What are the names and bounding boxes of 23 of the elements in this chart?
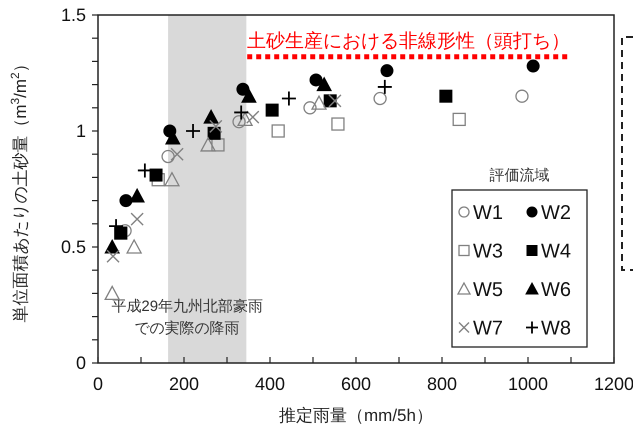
x-tick-label: 1200: [594, 374, 633, 394]
x-tick-label: 200: [168, 374, 200, 394]
legend-label: W1: [473, 202, 503, 224]
legend-label: W6: [541, 279, 571, 301]
x-axis-title: 推定雨量（mm/5h）: [279, 406, 433, 425]
legend-label: W2: [541, 202, 571, 224]
x-tick-label: 600: [340, 374, 372, 394]
x-tick-label: 1000: [508, 374, 548, 394]
x-tick-label: 0: [92, 374, 104, 394]
legend-label: W5: [473, 279, 503, 301]
legend-label: W8: [541, 318, 571, 340]
legend-label: W7: [473, 318, 503, 340]
y-tick-label: 1.5: [60, 5, 86, 25]
legend-title: 評価流域: [490, 167, 550, 184]
y-tick-label: 0: [76, 353, 86, 373]
y-tick-label: 1: [76, 121, 86, 141]
legend-label: W4: [541, 240, 571, 262]
legend-label: W3: [473, 240, 503, 262]
annotation: 土砂生産における非線形性（頭打ち）: [247, 30, 570, 60]
annotation: 土砂生産における非線形性（頭打ち）: [247, 30, 570, 52]
x-tick-label: 800: [426, 374, 458, 394]
x-tick-label: 400: [254, 374, 286, 394]
y-tick-label: 0.5: [60, 237, 86, 257]
